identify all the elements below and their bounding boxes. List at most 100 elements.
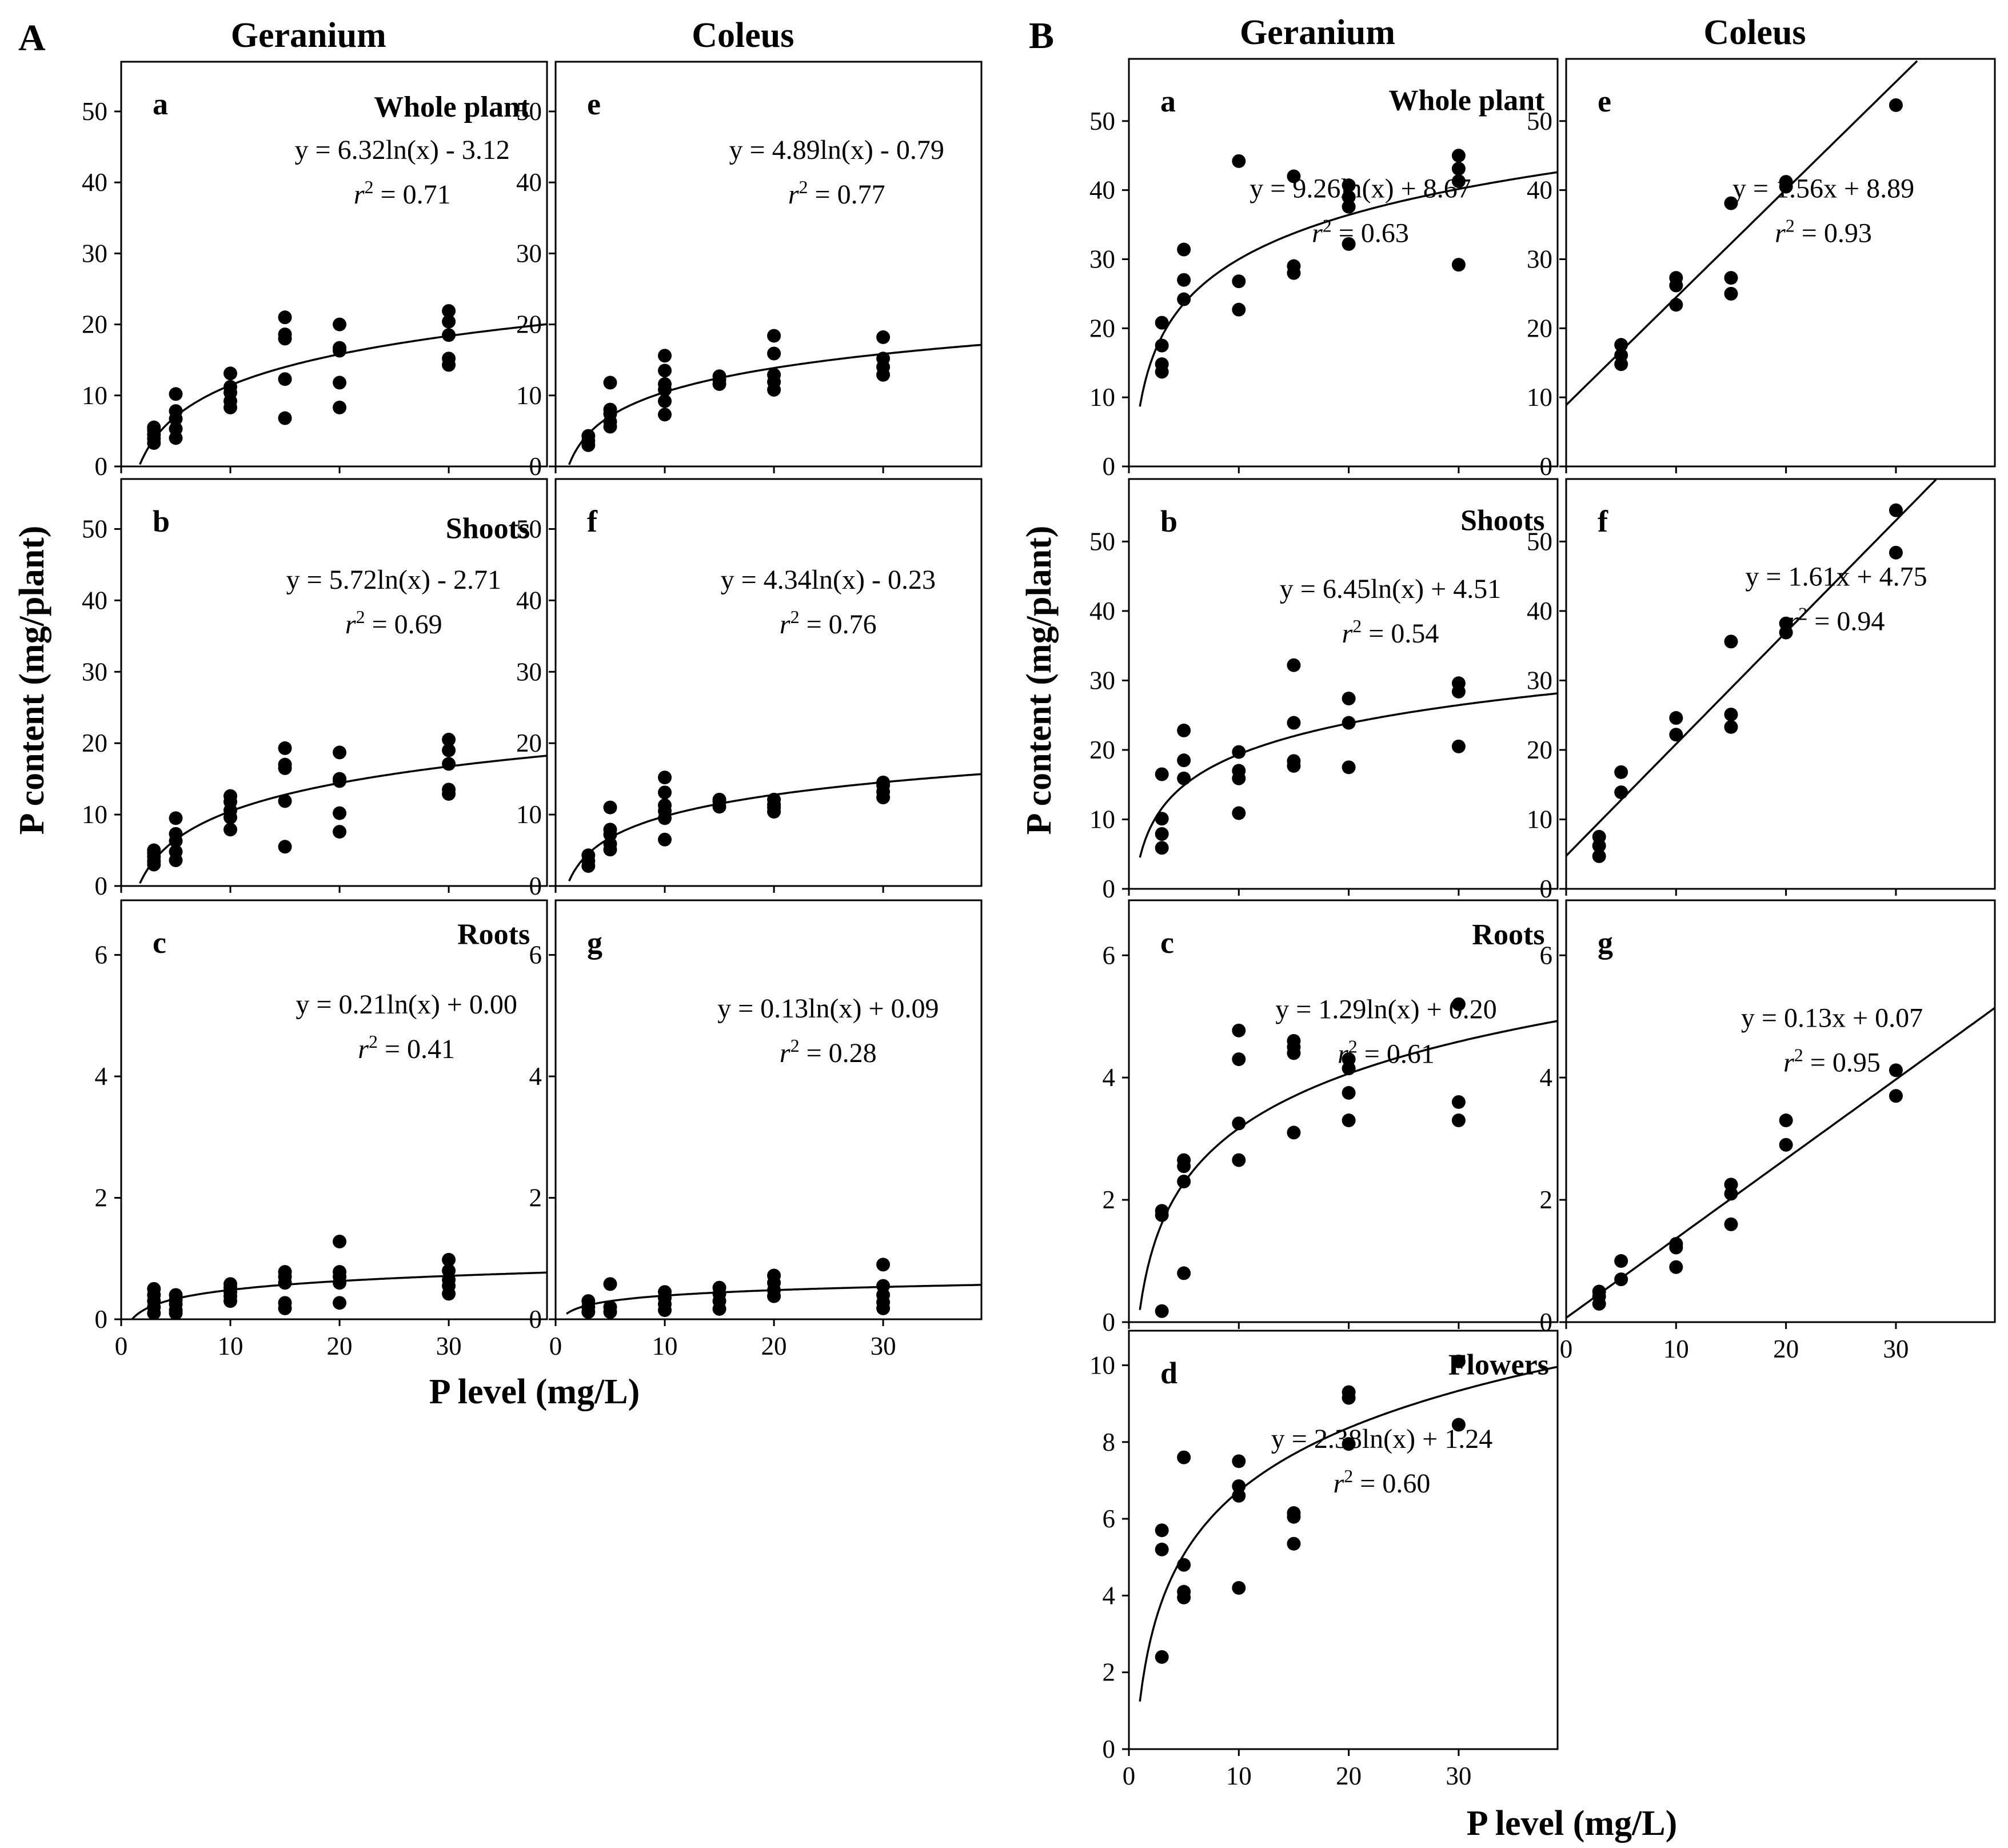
data-point	[658, 832, 672, 847]
data-point	[1177, 1175, 1191, 1188]
data-point	[169, 827, 183, 841]
data-point	[1451, 739, 1466, 753]
x-tick-label: 10	[652, 1332, 678, 1360]
data-point	[1155, 1304, 1169, 1318]
data-point	[581, 848, 596, 863]
panel-label: c	[153, 925, 166, 960]
panel-a-a: 0 10 20 30 40 50 Geranium a Whole plant y = 6.32l…	[82, 16, 548, 481]
data-point	[1177, 723, 1191, 737]
data-point	[1155, 827, 1169, 841]
panel-a-g: 0 2 4 6 0 10 20 30 g y = 0.13ln(x) + 0.09 r2 = 0.2…	[529, 899, 983, 1360]
data-point	[333, 317, 347, 332]
y-tick-label: 20	[1527, 314, 1552, 342]
y-tick-label: 30	[516, 239, 542, 268]
x-tick-label: 0	[1123, 1762, 1136, 1790]
y-tick-label: 0	[1103, 1735, 1116, 1763]
y-tick-label: 20	[82, 729, 107, 757]
data-point	[1342, 1085, 1356, 1100]
data-point	[442, 352, 456, 366]
r-squared: r2 = 0.93	[1775, 215, 1872, 248]
r-squared: r2 = 0.28	[780, 1035, 877, 1068]
panel-b-e: 0 10 20 30 40 50 Coleus e y = 1.56x + 8.89 r2 = 0…	[1527, 13, 1996, 481]
y-tick-label: 0	[529, 452, 542, 481]
data-point	[169, 845, 183, 859]
data-point	[442, 783, 456, 797]
data-point	[278, 840, 292, 854]
y-tick-label: 10	[1089, 383, 1115, 412]
data-point	[333, 1265, 347, 1279]
panel-label: d	[1160, 1356, 1177, 1390]
x-tick-label: 10	[1226, 1762, 1252, 1790]
data-point	[1669, 298, 1683, 312]
x-tick-label: 20	[761, 1332, 787, 1360]
data-point	[223, 1277, 238, 1291]
plot-frame	[554, 61, 983, 468]
panel-b-f: 0 10 20 30 40 50 f y = 1.61x + 4.75 r2 = 0.94	[1527, 478, 1996, 903]
data-point	[1232, 806, 1246, 820]
data-point	[1232, 1052, 1246, 1067]
data-point	[1889, 1089, 1903, 1103]
data-point	[442, 732, 456, 747]
fit-equation: y = 2.38ln(x) + 1.24	[1271, 1424, 1492, 1454]
plot-frame	[120, 478, 548, 887]
data-point	[1614, 1272, 1628, 1287]
data-point	[1232, 274, 1246, 289]
data-point	[603, 376, 617, 390]
y-tick-label: 20	[516, 729, 542, 757]
r-squared: r2 = 0.41	[358, 1031, 455, 1064]
data-point	[1889, 503, 1903, 517]
panel-label: b	[1160, 504, 1177, 538]
fit-equation: y = 1.29ln(x) + 0.20	[1275, 995, 1496, 1025]
data-point	[1724, 271, 1738, 285]
data-point	[1155, 1204, 1169, 1218]
y-tick-label: 10	[1089, 805, 1115, 833]
x-tick-label: 20	[327, 1332, 353, 1360]
data-point	[1779, 175, 1793, 189]
data-point	[767, 368, 781, 382]
data-point	[1451, 149, 1466, 163]
data-point	[442, 757, 456, 771]
data-point	[658, 1285, 672, 1299]
trend-line	[1139, 171, 1558, 407]
panel-label: g	[1598, 925, 1613, 960]
y-tick-label: 50	[516, 97, 542, 126]
y-tick-label: 10	[1089, 1351, 1115, 1379]
y-tick-label: 4	[95, 1062, 108, 1091]
y-tick-label: 2	[1103, 1186, 1116, 1214]
panel-a-b: 0 10 20 30 40 50 b Shoots y = 5.72ln(x) - 2.71 r2…	[82, 478, 548, 900]
y-tick-label: 10	[516, 800, 542, 829]
panel-label: a	[153, 87, 168, 121]
column-title: Coleus	[1703, 13, 1806, 52]
data-point	[1232, 1488, 1246, 1503]
r-squared: r2 = 0.69	[345, 606, 442, 640]
panel-label: f	[1598, 504, 1608, 538]
organ-label: Roots	[1472, 919, 1544, 951]
panel-label: g	[587, 925, 602, 960]
data-point	[333, 376, 347, 390]
organ-label: Roots	[457, 919, 530, 951]
data-point	[278, 411, 292, 425]
data-point	[581, 1294, 596, 1308]
data-point	[1177, 753, 1191, 768]
x-axis-title-a: P level (mg/L)	[429, 1372, 640, 1411]
y-tick-label: 50	[1527, 107, 1552, 135]
data-point	[1155, 841, 1169, 855]
trend-line	[1565, 1007, 1996, 1319]
organ-label: Flowers	[1448, 1349, 1549, 1382]
fit-equation: y = 9.26ln(x) + 8.67	[1249, 173, 1471, 203]
data-point	[1155, 316, 1169, 330]
y-tick-label: 0	[1540, 452, 1553, 481]
organ-label: Shoots	[446, 512, 530, 545]
data-point	[223, 823, 238, 837]
x-tick-label: 20	[1773, 1335, 1799, 1363]
fit-equation: y = 1.56x + 8.89	[1732, 173, 1914, 203]
data-point	[603, 823, 617, 837]
x-tick-label: 0	[1560, 1335, 1573, 1363]
y-tick-label: 0	[1103, 452, 1116, 481]
y-tick-label: 6	[1540, 941, 1553, 969]
fit-equation: y = 6.32ln(x) - 3.12	[295, 135, 510, 165]
y-tick-label: 2	[529, 1184, 542, 1212]
y-tick-label: 20	[516, 310, 542, 339]
data-point	[169, 1288, 183, 1302]
y-tick-label: 10	[82, 800, 107, 829]
